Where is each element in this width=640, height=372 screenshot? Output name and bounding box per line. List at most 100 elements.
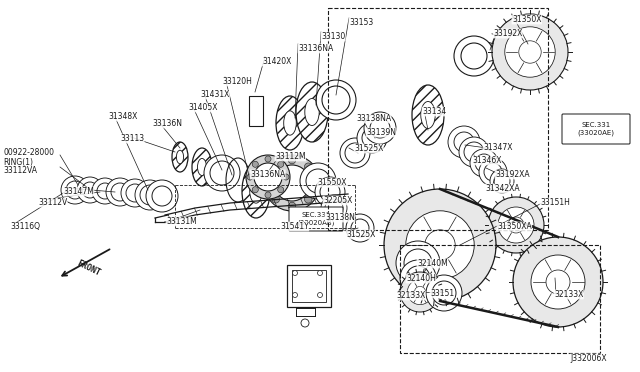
Circle shape: [531, 255, 585, 309]
Circle shape: [252, 187, 259, 193]
Circle shape: [265, 192, 271, 198]
Circle shape: [77, 177, 103, 203]
Circle shape: [498, 207, 534, 243]
Text: 32133X: 32133X: [396, 291, 426, 300]
Circle shape: [370, 118, 390, 138]
Circle shape: [252, 161, 259, 167]
Circle shape: [152, 186, 172, 206]
Circle shape: [126, 184, 144, 202]
Circle shape: [492, 14, 568, 90]
Circle shape: [305, 163, 312, 170]
Circle shape: [488, 197, 544, 253]
Circle shape: [505, 27, 556, 77]
Text: 31350XA: 31350XA: [497, 222, 532, 231]
Circle shape: [519, 41, 541, 63]
Circle shape: [426, 275, 462, 311]
Circle shape: [278, 187, 284, 193]
Circle shape: [479, 158, 507, 186]
Circle shape: [311, 179, 319, 187]
Circle shape: [325, 199, 343, 217]
Circle shape: [305, 195, 312, 203]
Circle shape: [315, 177, 345, 207]
Circle shape: [278, 161, 284, 167]
Circle shape: [320, 182, 340, 202]
Circle shape: [494, 173, 510, 189]
Circle shape: [246, 155, 290, 199]
Circle shape: [400, 260, 436, 296]
Circle shape: [513, 237, 603, 327]
Circle shape: [274, 165, 310, 201]
Ellipse shape: [305, 99, 319, 125]
Circle shape: [306, 169, 330, 193]
Circle shape: [357, 123, 387, 153]
Circle shape: [283, 174, 289, 180]
Circle shape: [459, 137, 489, 167]
Text: 31342XA: 31342XA: [485, 184, 520, 193]
Circle shape: [140, 185, 160, 205]
Text: 31541Y: 31541Y: [280, 222, 308, 231]
Text: 33151H: 33151H: [540, 198, 570, 207]
Circle shape: [210, 161, 234, 185]
Circle shape: [408, 279, 433, 305]
Text: 31525X: 31525X: [346, 230, 376, 239]
Text: 33138N: 33138N: [325, 213, 355, 222]
Ellipse shape: [421, 102, 435, 128]
Circle shape: [470, 149, 498, 177]
Circle shape: [406, 266, 430, 290]
Text: 33153: 33153: [349, 18, 373, 27]
Circle shape: [484, 163, 502, 181]
Circle shape: [292, 270, 298, 276]
Text: SEC.331
(33020AE): SEC.331 (33020AE): [577, 122, 614, 136]
Circle shape: [321, 195, 347, 221]
Ellipse shape: [412, 85, 444, 145]
Ellipse shape: [192, 148, 212, 186]
FancyBboxPatch shape: [289, 207, 343, 231]
Text: 31348X: 31348X: [108, 112, 138, 121]
Circle shape: [288, 156, 296, 164]
Circle shape: [272, 163, 280, 170]
Ellipse shape: [296, 82, 328, 142]
Circle shape: [406, 211, 474, 279]
Text: 31350X: 31350X: [512, 15, 541, 24]
Ellipse shape: [172, 142, 188, 172]
Text: 33151: 33151: [430, 289, 454, 298]
Circle shape: [292, 292, 298, 298]
Ellipse shape: [276, 96, 304, 150]
Circle shape: [362, 128, 382, 148]
Text: 31525X: 31525X: [354, 144, 383, 153]
Circle shape: [317, 270, 323, 276]
Text: 33134: 33134: [422, 107, 446, 116]
Circle shape: [204, 155, 240, 191]
Ellipse shape: [250, 179, 262, 203]
Circle shape: [272, 195, 280, 203]
Text: 31347X: 31347X: [483, 143, 513, 152]
Text: 33112VA: 33112VA: [3, 166, 37, 175]
Circle shape: [546, 270, 570, 294]
Text: 31550X: 31550X: [317, 178, 346, 187]
Circle shape: [415, 286, 426, 298]
Circle shape: [106, 178, 134, 206]
Circle shape: [322, 86, 350, 114]
Circle shape: [400, 272, 440, 312]
Bar: [292, 270, 326, 302]
Circle shape: [316, 80, 356, 120]
Circle shape: [432, 281, 456, 305]
Circle shape: [448, 126, 480, 158]
Text: 33136N: 33136N: [152, 119, 182, 128]
Circle shape: [61, 176, 89, 204]
Text: FRONT: FRONT: [75, 259, 101, 278]
Text: 31405X: 31405X: [188, 103, 218, 112]
Ellipse shape: [198, 158, 207, 176]
Text: 33113: 33113: [120, 134, 144, 143]
Bar: [287, 265, 331, 307]
Circle shape: [300, 163, 336, 199]
Circle shape: [111, 183, 129, 201]
Circle shape: [396, 241, 440, 285]
Circle shape: [66, 181, 84, 199]
Bar: [328, 8, 548, 230]
Text: 33116Q: 33116Q: [10, 222, 40, 231]
Text: 33112M: 33112M: [275, 152, 306, 161]
Circle shape: [345, 143, 365, 163]
Text: 32205X: 32205X: [323, 196, 353, 205]
Text: 33136NA: 33136NA: [298, 44, 333, 53]
